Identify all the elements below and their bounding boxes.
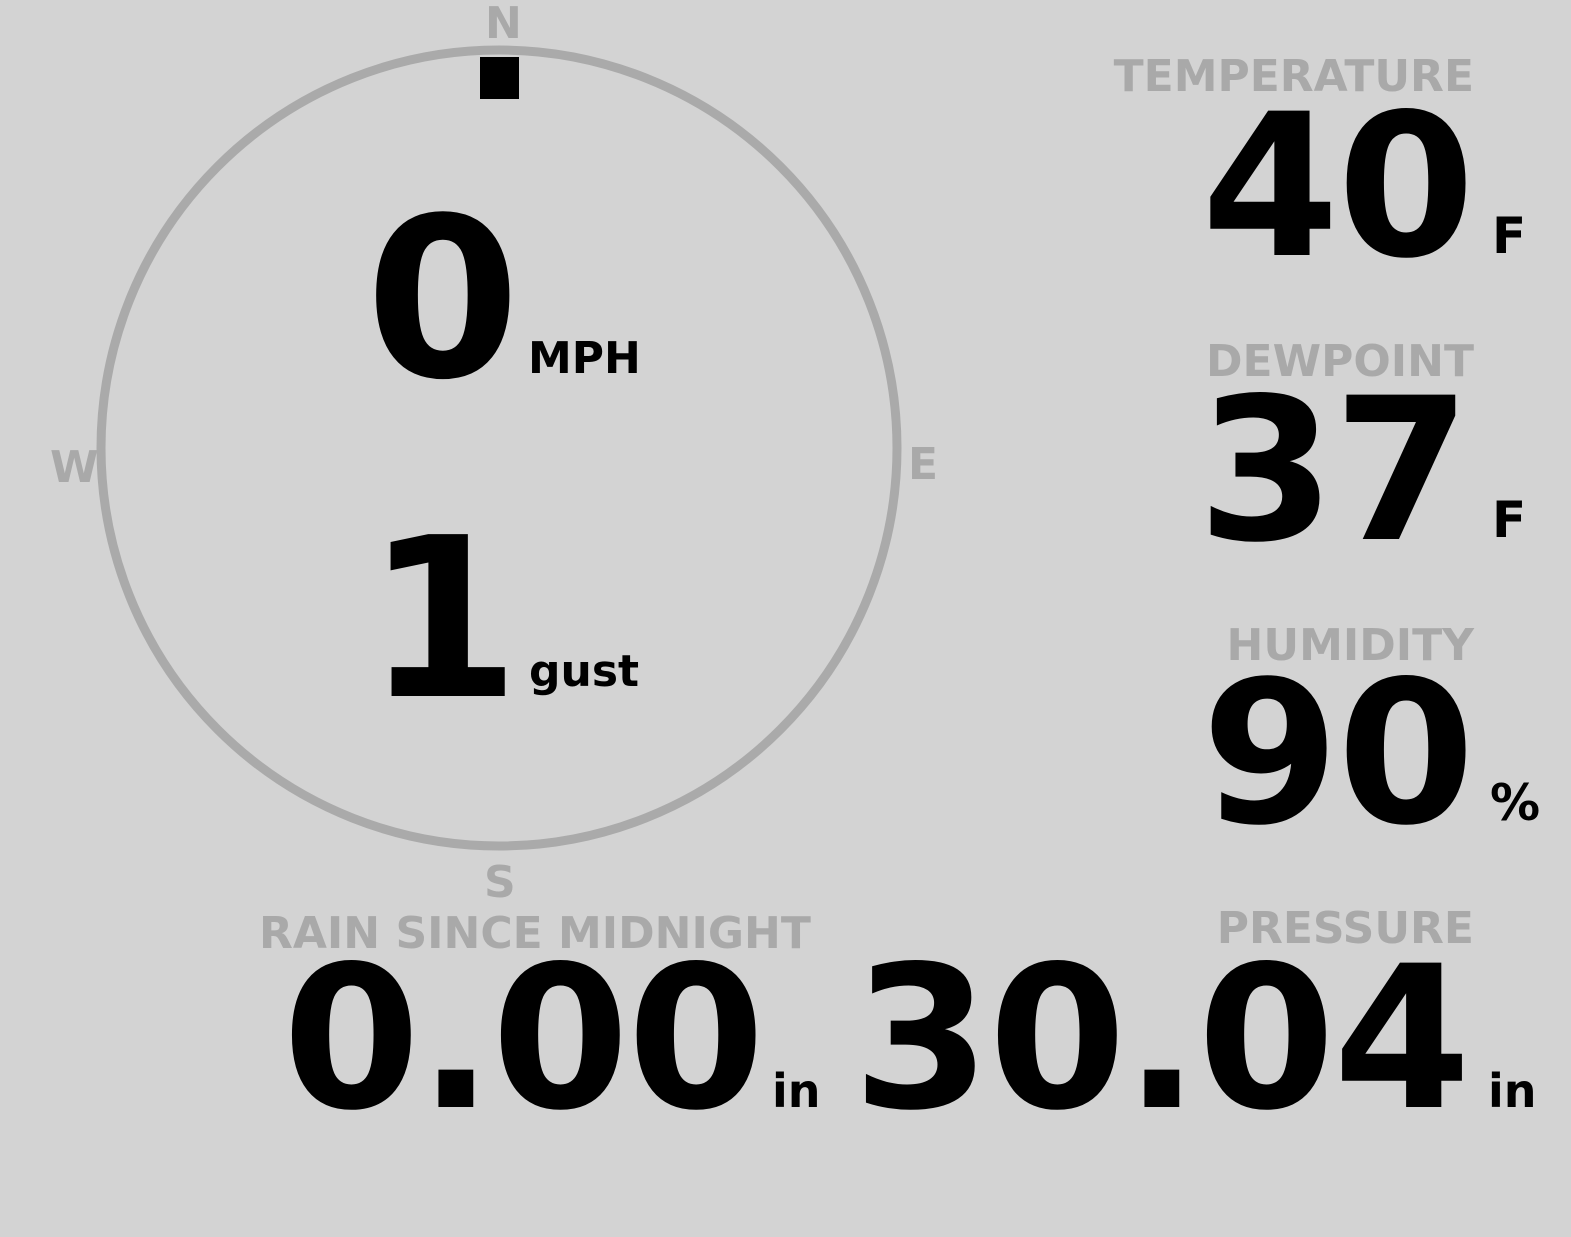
compass-south-label: S	[484, 857, 516, 908]
rain-value: 0.00	[282, 923, 765, 1154]
temperature-label: TEMPERATURE	[1113, 51, 1474, 102]
humidity-value: 90	[1201, 638, 1475, 869]
dewpoint-value: 37	[1197, 355, 1471, 586]
wind-compass	[96, 45, 902, 851]
temperature-unit: F	[1492, 207, 1527, 265]
temperature-value: 40	[1201, 71, 1475, 302]
compass-east-label: E	[908, 439, 939, 490]
pressure-value: 30.04	[852, 923, 1471, 1154]
compass-north-label: N	[485, 0, 522, 49]
compass-ring	[96, 45, 902, 851]
wind-speed-value: 0	[365, 171, 520, 429]
rain-unit: in	[772, 1064, 821, 1118]
compass-west-label: W	[50, 442, 99, 493]
wind-gust-value: 1	[365, 491, 520, 749]
pressure-unit: in	[1488, 1064, 1537, 1118]
wind-gust-unit: gust	[529, 646, 640, 697]
humidity-label: HUMIDITY	[1226, 620, 1474, 671]
wind-direction-marker	[480, 57, 519, 99]
humidity-unit: %	[1490, 774, 1541, 832]
rain-label: RAIN SINCE MIDNIGHT	[259, 908, 811, 959]
pressure-label: PRESSURE	[1216, 903, 1474, 954]
dewpoint-label: DEWPOINT	[1206, 336, 1474, 387]
wind-speed-unit: MPH	[528, 333, 641, 384]
dewpoint-unit: F	[1492, 491, 1527, 549]
